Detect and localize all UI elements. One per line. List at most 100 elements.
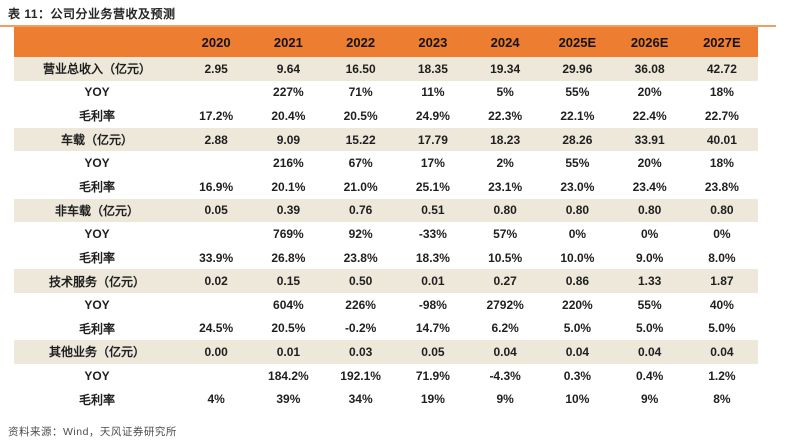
- table-cell: -98%: [396, 292, 469, 317]
- table-cell: 227%: [252, 80, 325, 105]
- table-cell: 0.51: [396, 198, 469, 223]
- row-label: YOY: [14, 151, 180, 175]
- table-row: 毛利率 16.9% 20.1% 21.0% 25.1% 23.1% 23.0% 23.4% 23…: [14, 174, 758, 199]
- table-cell: 0.15: [252, 269, 325, 293]
- table-cell: 22.7%: [685, 104, 758, 128]
- table-cell: 0.80: [469, 198, 542, 223]
- table-cell: 0.02: [180, 269, 253, 293]
- table-cell: 0.01: [252, 340, 325, 364]
- table-cell: 16.50: [324, 57, 397, 81]
- table-cell: 0.76: [324, 198, 397, 223]
- table-cell: 0.39: [252, 198, 325, 223]
- table-cell: 0%: [541, 222, 614, 246]
- table-cell: 10%: [541, 387, 614, 411]
- table-cell: 15.22: [324, 127, 397, 152]
- table-cell: 4%: [180, 387, 253, 411]
- table-cell: 2%: [469, 151, 542, 175]
- row-label: 毛利率: [14, 387, 180, 411]
- table-cell: 0%: [685, 222, 758, 246]
- table-cell: 5.0%: [613, 316, 686, 341]
- table-cell: 22.3%: [469, 104, 542, 128]
- table-cell: 6.2%: [469, 316, 542, 341]
- table-row: YOY 216% 67% 17% 2% 55% 20% 18%: [14, 151, 758, 175]
- table-cell: -4.3%: [469, 363, 542, 388]
- row-label: 非车载（亿元）: [14, 198, 180, 223]
- table-row: 其他业务（亿元） 0.00 0.01 0.03 0.05 0.04 0.04 0.04 0.04: [14, 340, 758, 364]
- table-cell: 39%: [252, 387, 325, 411]
- table-cell: 8%: [685, 387, 758, 411]
- row-label: 毛利率: [14, 104, 180, 128]
- table-row: 车载（亿元） 2.88 9.09 15.22 17.79 18.23 28.26 33.91 4…: [14, 127, 758, 152]
- table-cell: 8.0%: [685, 245, 758, 270]
- table-cell: 33.9%: [180, 245, 253, 270]
- table-cell: 0.27: [469, 269, 542, 293]
- table-cell: 55%: [541, 80, 614, 105]
- table-cell: 18%: [685, 151, 758, 175]
- table-cell: 0.04: [685, 340, 758, 364]
- header-cell-year: 2020: [180, 27, 253, 57]
- table-cell: 20%: [613, 80, 686, 105]
- table-cell: 10.5%: [469, 245, 542, 270]
- table-cell: 1.33: [613, 269, 686, 293]
- table-cell: 604%: [252, 292, 325, 317]
- table-cell: 2.95: [180, 57, 253, 81]
- table-cell: 40%: [685, 292, 758, 317]
- table-cell: 0.04: [613, 340, 686, 364]
- table-cell: 5%: [469, 80, 542, 105]
- table-cell: 92%: [324, 222, 397, 246]
- table-cell: 1.87: [685, 269, 758, 293]
- table-cell: 0.50: [324, 269, 397, 293]
- table-cell: 0.01: [396, 269, 469, 293]
- table-cell: 9%: [469, 387, 542, 411]
- table-cell: 23.1%: [469, 174, 542, 199]
- table-cell: 22.1%: [541, 104, 614, 128]
- table-cell: 18.3%: [396, 245, 469, 270]
- table-cell: 17.2%: [180, 104, 253, 128]
- table-cell: 769%: [252, 222, 325, 246]
- table-cell: 25.1%: [396, 174, 469, 199]
- revenue-forecast-table: 2020 2021 2022 2023 2024 2025E 2026E 2027E 营业总收…: [14, 27, 758, 411]
- table-cell: 24.9%: [396, 104, 469, 128]
- table-cell: 5.0%: [685, 316, 758, 341]
- table-cell: 23.4%: [613, 174, 686, 199]
- table-cell: 22.4%: [613, 104, 686, 128]
- table-cell: 20%: [613, 151, 686, 175]
- table-cell: 0.05: [180, 198, 253, 223]
- table-cell: 0.03: [324, 340, 397, 364]
- table-cell: [180, 222, 253, 246]
- table-header-row: 2020 2021 2022 2023 2024 2025E 2026E 2027E: [14, 27, 758, 57]
- table-row: YOY 769% 92% -33% 57% 0% 0% 0%: [14, 222, 758, 246]
- table-row: YOY 184.2% 192.1% 71.9% -4.3% 0.3% 0.4% 1.2%: [14, 363, 758, 388]
- table-cell: 0.80: [541, 198, 614, 223]
- table-row: 毛利率 33.9% 26.8% 23.8% 18.3% 10.5% 10.0% 9.0% 8.0…: [14, 245, 758, 270]
- table-cell: 23.0%: [541, 174, 614, 199]
- table-cell: 0.05: [396, 340, 469, 364]
- table-cell: 14.7%: [396, 316, 469, 341]
- table-cell: 36.08: [613, 57, 686, 81]
- table-row: YOY 227% 71% 11% 5% 55% 20% 18%: [14, 80, 758, 105]
- table-cell: 192.1%: [324, 363, 397, 388]
- table-cell: 9.64: [252, 57, 325, 81]
- table-cell: 20.5%: [252, 316, 325, 341]
- table-cell: 18%: [685, 80, 758, 105]
- row-label: YOY: [14, 363, 180, 388]
- table-cell: 0.4%: [613, 363, 686, 388]
- table-cell: 33.91: [613, 127, 686, 152]
- table-cell: 0.04: [469, 340, 542, 364]
- table-cell: 28.26: [541, 127, 614, 152]
- table-row: 毛利率 24.5% 20.5% -0.2% 14.7% 6.2% 5.0% 5.0% 5.0%: [14, 316, 758, 341]
- table-cell: 16.9%: [180, 174, 253, 199]
- table-cell: 42.72: [685, 57, 758, 81]
- table-cell: 0.80: [685, 198, 758, 223]
- table-cell: 226%: [324, 292, 397, 317]
- table-cell: 26.8%: [252, 245, 325, 270]
- row-label: 技术服务（亿元）: [14, 269, 180, 293]
- table-row: 营业总收入（亿元） 2.95 9.64 16.50 18.35 19.34 29.96 36.…: [14, 57, 758, 81]
- table-cell: 20.5%: [324, 104, 397, 128]
- header-cell-year: 2024: [469, 27, 542, 57]
- table-row: YOY 604% 226% -98% 2792% 220% 55% 40%: [14, 292, 758, 317]
- row-label: YOY: [14, 292, 180, 317]
- table-cell: 40.01: [685, 127, 758, 152]
- table-cell: 71%: [324, 80, 397, 105]
